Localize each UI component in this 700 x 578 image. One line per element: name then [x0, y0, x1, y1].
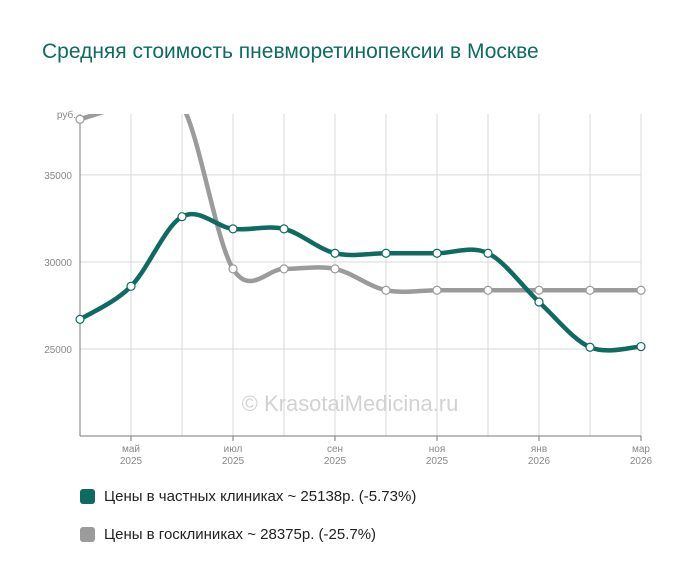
- x-tick-label: сен: [327, 444, 343, 455]
- x-tick-label: янв: [531, 444, 547, 455]
- legend-label-private: Цены в частных клиниках ~ 25138р. (-5.73…: [104, 487, 417, 505]
- legend: Цены в частных клиниках ~ 25138р. (-5.73…: [80, 486, 416, 562]
- x-tick-year: 2025: [324, 456, 347, 467]
- grid-lines: [80, 114, 642, 436]
- x-tick-year: 2025: [426, 456, 449, 467]
- x-tick-label: июл: [224, 444, 243, 455]
- data-point-private: [330, 248, 340, 258]
- x-tick-label: мар: [632, 444, 650, 455]
- data-point-private: [585, 342, 595, 352]
- data-point-private: [432, 248, 442, 258]
- watermark: © KrasotaiMedicina.ru: [241, 391, 459, 416]
- data-point-public: [534, 285, 544, 295]
- data-point-public: [381, 285, 391, 295]
- axes: [79, 114, 642, 441]
- data-point-private: [228, 224, 238, 234]
- x-tick-year: 2026: [528, 456, 551, 467]
- x-tick-label: ноя: [429, 444, 446, 455]
- chart-title: Средняя стоимость пневморетинопексии в М…: [42, 40, 539, 63]
- data-point-public: [75, 114, 85, 124]
- data-point-public: [279, 264, 289, 274]
- x-tick-year: 2025: [222, 456, 245, 467]
- data-point-public: [432, 285, 442, 295]
- legend-item-private[interactable]: Цены в частных клиниках ~ 25138р. (-5.73…: [80, 486, 416, 506]
- data-point-private: [177, 212, 187, 222]
- x-tick-label: май: [122, 444, 140, 455]
- legend-label-public: Цены в госклиниках ~ 28375р. (-25.7%): [104, 525, 377, 543]
- data-point-public: [228, 264, 238, 274]
- x-tick-year: 2025: [120, 456, 143, 467]
- series-lines: [80, 114, 641, 353]
- data-point-private: [534, 297, 544, 307]
- data-point-public: [330, 264, 340, 274]
- series-points: [75, 114, 646, 352]
- data-point-private: [636, 341, 646, 352]
- data-point-public: [585, 285, 595, 295]
- y-tick-label: 30000: [44, 258, 72, 269]
- legend-item-public[interactable]: Цены в госклиниках ~ 28375р. (-25.7%): [80, 524, 416, 544]
- data-point-public: [483, 285, 493, 295]
- axis-labels: 250003000035000руб.май2025июл2025сен2025…: [44, 109, 652, 467]
- legend-swatch-public: [80, 526, 95, 542]
- y-tick-label: 35000: [44, 171, 72, 182]
- data-point-private: [279, 224, 289, 234]
- data-point-private: [381, 248, 391, 258]
- data-point-private: [483, 248, 493, 258]
- data-point-private: [75, 314, 85, 324]
- x-tick-year: 2026: [630, 456, 653, 467]
- y-unit-label: руб.: [57, 109, 76, 121]
- series-line-private: [80, 212, 641, 353]
- data-point-private: [126, 281, 136, 291]
- legend-swatch-private: [80, 488, 95, 504]
- data-point-public: [636, 285, 646, 295]
- y-tick-label: 25000: [44, 345, 72, 356]
